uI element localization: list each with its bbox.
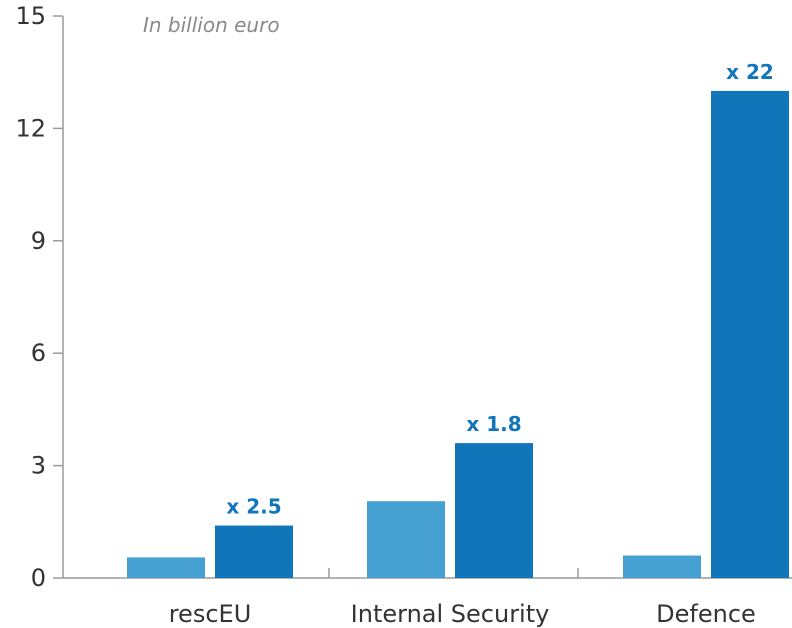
data-label: x 22 [726, 60, 774, 84]
y-tick-label: 15 [15, 2, 46, 30]
y-tick-label: 6 [31, 339, 46, 367]
bar-previous [367, 501, 445, 578]
y-tick-label: 3 [31, 452, 46, 480]
data-label: x 1.8 [466, 412, 521, 436]
data-label: x 2.5 [226, 495, 281, 519]
bar-previous [127, 557, 205, 578]
category-label: Defence [656, 600, 756, 628]
bar-proposed [711, 90, 789, 578]
category-label: rescEU [169, 600, 252, 628]
data-labels: x 2.5 x 1.8 x 22 [226, 60, 774, 519]
unit-label: In billion euro [143, 13, 280, 37]
y-axis: 0 3 6 9 12 15 [15, 2, 64, 592]
y-tick-label: 0 [31, 564, 46, 592]
y-tick-label: 12 [15, 114, 46, 142]
x-axis: rescEU Internal Security Defence [63, 568, 792, 628]
bar-proposed [455, 443, 533, 578]
bars [127, 90, 789, 578]
category-label: Internal Security [351, 600, 550, 628]
bar-previous [623, 555, 701, 578]
bar-proposed [215, 525, 293, 578]
y-tick-label: 9 [31, 227, 46, 255]
